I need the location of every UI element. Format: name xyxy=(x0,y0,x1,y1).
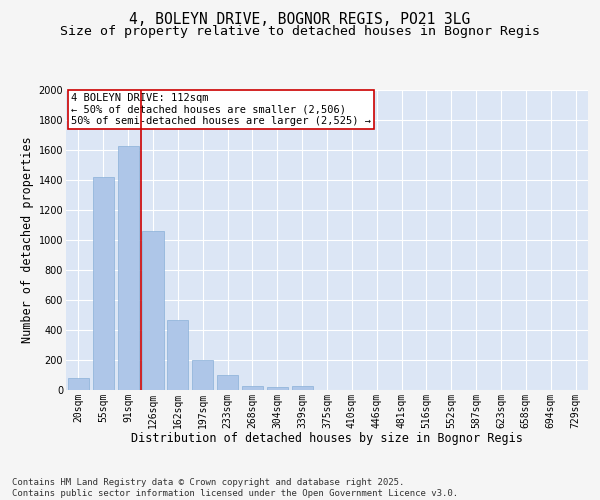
Bar xyxy=(93,177,114,390)
Bar xyxy=(217,375,238,390)
Bar xyxy=(142,231,164,390)
Bar xyxy=(267,387,288,390)
Text: 4 BOLEYN DRIVE: 112sqm
← 50% of detached houses are smaller (2,506)
50% of semi-: 4 BOLEYN DRIVE: 112sqm ← 50% of detached… xyxy=(71,93,371,126)
Bar xyxy=(292,386,313,390)
Text: Contains HM Land Registry data © Crown copyright and database right 2025.
Contai: Contains HM Land Registry data © Crown c… xyxy=(12,478,458,498)
Bar xyxy=(118,146,139,390)
Y-axis label: Number of detached properties: Number of detached properties xyxy=(22,136,34,344)
Bar xyxy=(167,320,188,390)
Text: 4, BOLEYN DRIVE, BOGNOR REGIS, PO21 3LG: 4, BOLEYN DRIVE, BOGNOR REGIS, PO21 3LG xyxy=(130,12,470,28)
X-axis label: Distribution of detached houses by size in Bognor Regis: Distribution of detached houses by size … xyxy=(131,432,523,445)
Bar xyxy=(68,378,89,390)
Text: Size of property relative to detached houses in Bognor Regis: Size of property relative to detached ho… xyxy=(60,25,540,38)
Bar xyxy=(192,360,213,390)
Bar xyxy=(242,386,263,390)
